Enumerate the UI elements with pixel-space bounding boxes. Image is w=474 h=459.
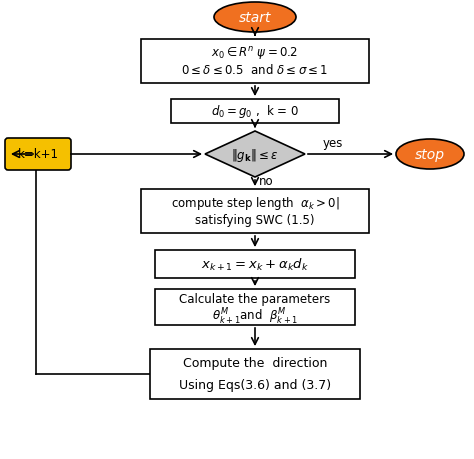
Text: stop: stop <box>415 148 445 162</box>
Ellipse shape <box>214 3 296 33</box>
FancyBboxPatch shape <box>150 349 360 399</box>
Text: $x_0 \in R^{n}$ $\psi = 0.2$: $x_0 \in R^{n}$ $\psi = 0.2$ <box>211 45 299 62</box>
Text: $\theta^M_{k+1}$and  $\beta^M_{k+1}$: $\theta^M_{k+1}$and $\beta^M_{k+1}$ <box>212 306 298 326</box>
Text: $0 \leq \delta \leq 0.5$  and $\delta \leq \sigma \leq 1$: $0 \leq \delta \leq 0.5$ and $\delta \le… <box>182 63 328 77</box>
Text: compute step length  $\alpha_k > 0|$: compute step length $\alpha_k > 0|$ <box>171 194 339 211</box>
Text: Calculate the parameters: Calculate the parameters <box>179 292 331 305</box>
FancyBboxPatch shape <box>171 100 339 124</box>
Polygon shape <box>205 132 305 178</box>
FancyBboxPatch shape <box>5 139 71 171</box>
Ellipse shape <box>396 140 464 170</box>
Text: $\|g_{\mathbf{k}}\| \leq \varepsilon$: $\|g_{\mathbf{k}}\| \leq \varepsilon$ <box>231 146 279 163</box>
FancyBboxPatch shape <box>155 251 355 279</box>
FancyBboxPatch shape <box>141 40 369 84</box>
Text: $d_0 =  g_0$ ,  k = 0: $d_0 = g_0$ , k = 0 <box>211 103 299 120</box>
Text: satisfying SWC (1.5): satisfying SWC (1.5) <box>195 214 315 227</box>
Text: Using Eqs(3.6) and (3.7): Using Eqs(3.6) and (3.7) <box>179 379 331 392</box>
Text: Compute the  direction: Compute the direction <box>183 357 327 369</box>
Text: no: no <box>259 174 273 188</box>
Text: yes: yes <box>323 137 343 150</box>
FancyBboxPatch shape <box>141 190 369 234</box>
Text: k=k+1: k=k+1 <box>18 148 58 161</box>
Text: $x_{k+1} = x_k + \alpha_k d_k$: $x_{k+1} = x_k + \alpha_k d_k$ <box>201 257 309 273</box>
FancyBboxPatch shape <box>155 289 355 325</box>
Text: start: start <box>239 11 271 25</box>
